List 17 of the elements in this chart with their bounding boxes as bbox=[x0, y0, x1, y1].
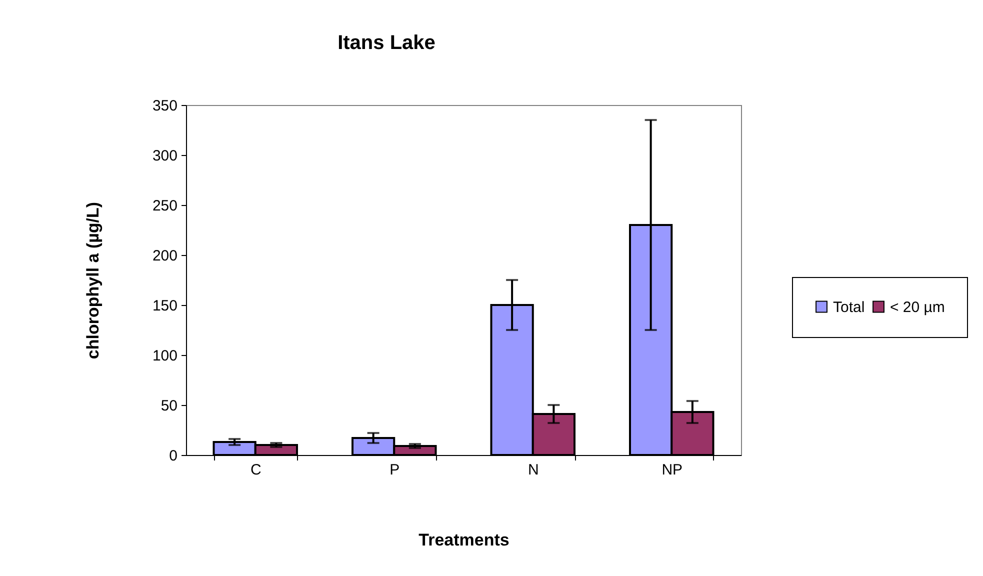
y-tick-label: 300 bbox=[152, 148, 178, 164]
legend-label: Total bbox=[833, 298, 865, 316]
x-tick-label: NP bbox=[662, 462, 683, 478]
x-tick-label: N bbox=[528, 462, 539, 478]
y-tick-label: 250 bbox=[152, 198, 178, 214]
y-tick-label: 200 bbox=[152, 248, 178, 264]
y-tick-label: 50 bbox=[160, 398, 178, 414]
legend-label: < 20 µm bbox=[890, 298, 945, 316]
y-tick-label: 350 bbox=[152, 98, 178, 114]
x-tick-label: C bbox=[250, 462, 262, 478]
chart-title: Itans Lake bbox=[338, 32, 436, 54]
y-tick-label: 150 bbox=[152, 298, 178, 314]
x-axis-title: Treatments bbox=[418, 530, 510, 550]
y-tick-label: 100 bbox=[152, 348, 178, 364]
y-axis-title: chlorophyll a (µg/L) bbox=[83, 202, 102, 360]
x-tick-label: P bbox=[390, 462, 400, 478]
y-tick-label: 0 bbox=[169, 448, 178, 464]
